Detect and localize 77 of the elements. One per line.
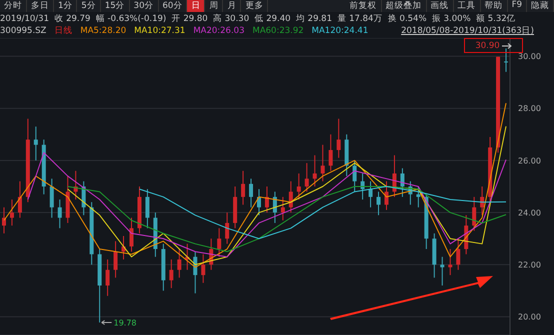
candlestick xyxy=(145,188,150,229)
candlestick xyxy=(328,134,333,172)
y-tick-label: 22.00 xyxy=(518,260,541,270)
candlestick xyxy=(241,170,246,206)
text: 画线 xyxy=(426,0,454,12)
candlestick xyxy=(472,196,476,232)
candlestick xyxy=(376,191,381,216)
candlestick xyxy=(288,180,293,214)
candlestick xyxy=(368,180,373,208)
text: MA10:27.31 xyxy=(134,26,186,36)
y-tick-label: 20.00 xyxy=(518,312,541,322)
line-series xyxy=(27,152,507,258)
candlestick xyxy=(18,180,22,218)
candlestick xyxy=(448,248,452,276)
candlestick xyxy=(304,162,309,192)
text: F9 xyxy=(508,0,527,12)
candlestick xyxy=(296,172,301,200)
candlestick xyxy=(10,199,14,226)
candlestick xyxy=(217,228,222,258)
y-tick-label: 24.00 xyxy=(518,208,541,218)
text: 月 xyxy=(223,0,242,12)
candlestick xyxy=(352,160,357,192)
text: 日 xyxy=(187,0,206,12)
candlestick xyxy=(416,186,420,208)
text: 多日 xyxy=(27,0,54,12)
text: 1分 xyxy=(54,0,78,12)
annotation: 19.78 xyxy=(114,318,137,328)
text: MA60:23.92 xyxy=(252,26,304,36)
candlestick xyxy=(225,212,230,244)
text: 60分 xyxy=(158,0,188,12)
text: MA5:28.20 xyxy=(80,26,126,36)
text: 分时 xyxy=(0,0,27,12)
text: 超级叠加 xyxy=(382,0,427,12)
line-series xyxy=(138,186,507,240)
y-tick-label: 30.00 xyxy=(518,52,541,62)
candlestick xyxy=(129,217,134,252)
outline-box: 30.90 xyxy=(464,38,523,53)
text: 5分 xyxy=(77,0,101,12)
y-tick-label: 26.00 xyxy=(518,156,541,166)
candlestick xyxy=(440,256,444,286)
candlestick xyxy=(336,118,341,158)
candlestick xyxy=(312,154,317,187)
text: 周 xyxy=(205,0,224,12)
candlestick xyxy=(480,186,484,216)
text: 2018/05/08-2019/10/31(363日) xyxy=(401,25,534,37)
candlestick xyxy=(50,178,54,218)
text: 隐藏 xyxy=(527,0,554,12)
candlestick xyxy=(400,168,404,198)
candlestick xyxy=(58,199,62,229)
candlestick xyxy=(456,238,460,270)
text: 日线 xyxy=(54,25,72,37)
candlestick xyxy=(280,196,285,221)
candlestick xyxy=(249,178,254,208)
text: MA20:26.03 xyxy=(193,26,244,36)
candlestick xyxy=(34,126,38,161)
candlestick xyxy=(114,240,118,278)
line-series xyxy=(67,186,507,252)
text: 前复权 xyxy=(346,0,382,12)
candlestick xyxy=(256,188,261,216)
candlestick xyxy=(177,248,182,278)
text: 30分 xyxy=(130,0,158,12)
candlestick xyxy=(106,258,110,296)
text: MA120:24.41 xyxy=(312,26,368,36)
y-tick-label: 28.00 xyxy=(518,104,541,114)
candlestick xyxy=(320,144,325,182)
text: 帮助 xyxy=(480,0,508,12)
text: 300995.SZ xyxy=(0,26,46,36)
text: 15分 xyxy=(100,0,130,12)
annotation: 30.90 xyxy=(475,40,500,50)
candlestick xyxy=(264,186,269,214)
text: 更多 xyxy=(241,0,268,12)
candlestick xyxy=(201,254,206,284)
candlestick xyxy=(504,48,508,72)
candlestick xyxy=(384,180,388,210)
text: 2019/10/31 收 29.79 幅 -0.63%(-0.19) 开 29.80 高 30.30 低 29.40 均 29.81 量 17.84万 换 0.54% 振 3.00% 额 5.32亿 xyxy=(0,12,517,25)
text: 工具 xyxy=(454,0,481,12)
candlestick xyxy=(169,258,174,289)
